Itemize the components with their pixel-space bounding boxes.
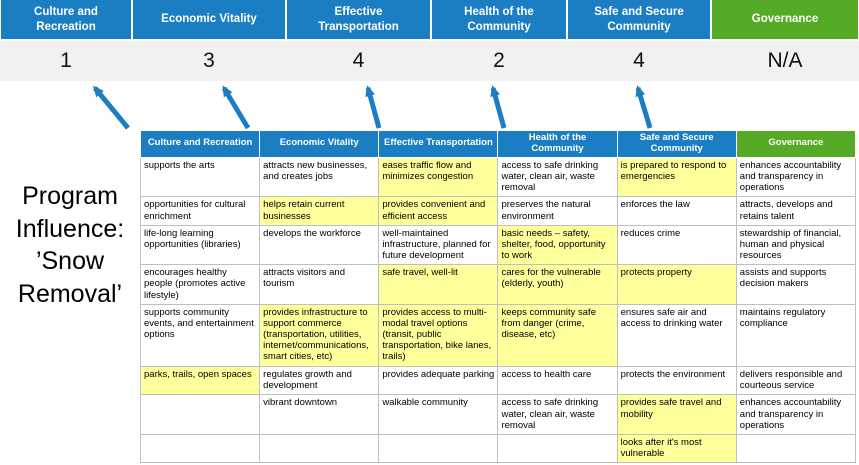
table-row: vibrant downtown walkable community access… — [139, 394, 857, 435]
pillar-header-3: Health of the Community — [432, 0, 566, 39]
table-cell: maintains regulatory compliance — [735, 303, 857, 368]
table-cell: develops the workforce — [259, 224, 380, 266]
matrix-column-header: Governance — [735, 130, 857, 158]
up-arrow-icon — [221, 85, 251, 130]
table-cell: provides adequate parking — [378, 366, 499, 396]
matrix-column-header: Safe and Secure Community — [616, 130, 737, 158]
table-cell: attracts new businesses, and creates job… — [259, 156, 380, 198]
table-cell: regulates growth and development — [259, 366, 380, 396]
table-cell: enforces the law — [616, 196, 737, 226]
table-row: opportunities for cultural enrichment hel… — [139, 196, 857, 226]
pillar-score-5: N/A — [767, 49, 803, 72]
table-cell: assists and supports decision makers — [735, 264, 857, 305]
matrix-header-row: Culture and Recreation Economic Vitality E… — [139, 130, 857, 158]
table-cell: preserves the natural environment — [497, 196, 618, 226]
table-cell: encourages healthy people (promotes acti… — [139, 264, 261, 305]
pillar-header-4: Safe and Secure Community — [568, 0, 710, 39]
table-cell: cares for the vulnerable (elderly, youth… — [497, 264, 618, 305]
up-arrow-icon — [93, 85, 130, 130]
matrix-column-header: Effective Transportation — [378, 130, 499, 158]
table-cell: supports community events, and entertain… — [139, 303, 261, 368]
table-cell: provides access to multi-modal travel op… — [378, 303, 499, 368]
table-cell — [497, 433, 618, 464]
table-cell: access to safe drinking water, clean air… — [497, 394, 618, 435]
table-row: supports the arts attracts new businesses… — [139, 156, 857, 198]
pillar-score-0: 1 — [60, 49, 72, 72]
matrix-body: supports the arts attracts new businesses… — [139, 156, 857, 464]
up-arrow-icon — [490, 85, 507, 129]
table-cell: enhances accountability and transparency… — [735, 156, 857, 198]
pillar-score-1: 3 — [203, 49, 215, 72]
table-cell: protects property — [616, 264, 737, 305]
table-cell: safe travel, well-lit — [378, 264, 499, 305]
table-row: life-long learning opportunities (librar… — [139, 224, 857, 266]
up-arrow-icon — [365, 85, 382, 129]
up-arrow-icon — [635, 85, 653, 129]
table-cell: looks after it's most vulnerable — [616, 433, 737, 464]
table-row: supports community events, and entertain… — [139, 303, 857, 368]
table-cell: protects the environment — [616, 366, 737, 396]
table-cell: access to safe drinking water, clean air… — [497, 156, 618, 198]
table-cell — [378, 433, 499, 464]
table-cell: access to health care — [497, 366, 618, 396]
table-cell: enhances accountability and transparency… — [735, 394, 857, 435]
table-cell: provides safe travel and mobility — [616, 394, 737, 435]
matrix-column-header: Culture and Recreation — [139, 130, 261, 158]
table-cell: helps retain current businesses — [259, 196, 380, 226]
table-cell: eases traffic flow and minimizes congest… — [378, 156, 499, 198]
table-row: looks after it's most vulnerable — [139, 433, 857, 464]
page-title: Program Influence: ’Snow Removal’ — [15, 182, 125, 308]
pillar-header-1: Economic Vitality — [133, 0, 285, 39]
table-cell: parks, trails, open spaces — [139, 366, 261, 396]
score-band: 1 3 4 2 4 N/A — [0, 41, 859, 81]
table-cell: opportunities for cultural enrichment — [139, 196, 261, 226]
table-cell: walkable community — [378, 394, 499, 435]
table-cell: stewardship of financial, human and phys… — [735, 224, 857, 266]
table-cell: provides infrastructure to support comme… — [259, 303, 380, 368]
pillar-score-3: 2 — [493, 49, 505, 72]
table-cell: life-long learning opportunities (librar… — [139, 224, 261, 266]
table-cell — [259, 433, 380, 464]
table-cell: supports the arts — [139, 156, 261, 198]
table-row: parks, trails, open spaces regulates grow… — [139, 366, 857, 396]
pillar-score-2: 4 — [352, 49, 365, 72]
table-cell: basic needs – safety, shelter, food, opp… — [497, 224, 618, 266]
pillar-header-2: Effective Transportation — [287, 0, 430, 39]
table-cell: reduces crime — [616, 224, 737, 266]
table-cell: provides convenient and efficient access — [378, 196, 499, 226]
arrow-band — [93, 85, 653, 130]
table-cell — [139, 433, 261, 464]
table-cell: delivers responsible and courteous servi… — [735, 366, 857, 396]
table-cell — [735, 433, 857, 464]
pillar-header-0: Culture and Recreation — [1, 0, 131, 39]
table-cell: is prepared to respond to emergencies — [616, 156, 737, 198]
pillar-score-4: 4 — [633, 49, 645, 72]
table-cell: vibrant downtown — [259, 394, 380, 435]
influence-matrix: Culture and Recreation Economic Vitality E… — [139, 130, 857, 464]
pillar-band: Culture and Recreation Economic Vitality E… — [0, 0, 859, 39]
matrix-column-header: Economic Vitality — [259, 130, 380, 158]
table-cell: attracts, develops and retains talent — [735, 196, 857, 226]
table-cell — [139, 394, 261, 435]
table-cell: well-maintained infrastructure, planned … — [378, 224, 499, 266]
table-cell: ensures safe air and access to drinking … — [616, 303, 737, 368]
pillar-header-5: Governance — [712, 0, 858, 39]
table-cell: attracts visitors and tourism — [259, 264, 380, 305]
matrix-column-header: Health of the Community — [497, 130, 618, 158]
table-cell: keeps community safe from danger (crime,… — [497, 303, 618, 368]
table-row: encourages healthy people (promotes acti… — [139, 264, 857, 305]
